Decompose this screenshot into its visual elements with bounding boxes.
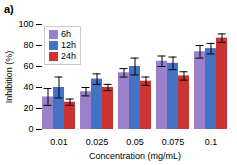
html-text:6h: 6h bbox=[61, 29, 71, 39]
svg-text:0.1: 0.1 bbox=[205, 137, 218, 147]
svg-text:20: 20 bbox=[23, 103, 33, 113]
html-text:a): a) bbox=[4, 3, 14, 15]
svg-text:0.01: 0.01 bbox=[50, 137, 68, 147]
svg-text:Concentration (mg/mL): Concentration (mg/mL) bbox=[89, 151, 181, 161]
svg-text:80: 80 bbox=[23, 40, 33, 50]
html-text:12h: 12h bbox=[61, 40, 76, 50]
svg-text:0.075: 0.075 bbox=[162, 137, 185, 147]
svg-text:0.025: 0.025 bbox=[86, 137, 109, 147]
svg-text:40: 40 bbox=[23, 82, 33, 92]
svg-text:0.05: 0.05 bbox=[126, 137, 144, 147]
svg-text:0: 0 bbox=[28, 124, 33, 134]
svg-text:100: 100 bbox=[18, 19, 33, 29]
svg-text:Inhibition (%): Inhibition (%) bbox=[4, 51, 14, 104]
html-text:24h: 24h bbox=[61, 51, 76, 61]
svg-text:60: 60 bbox=[23, 61, 33, 71]
